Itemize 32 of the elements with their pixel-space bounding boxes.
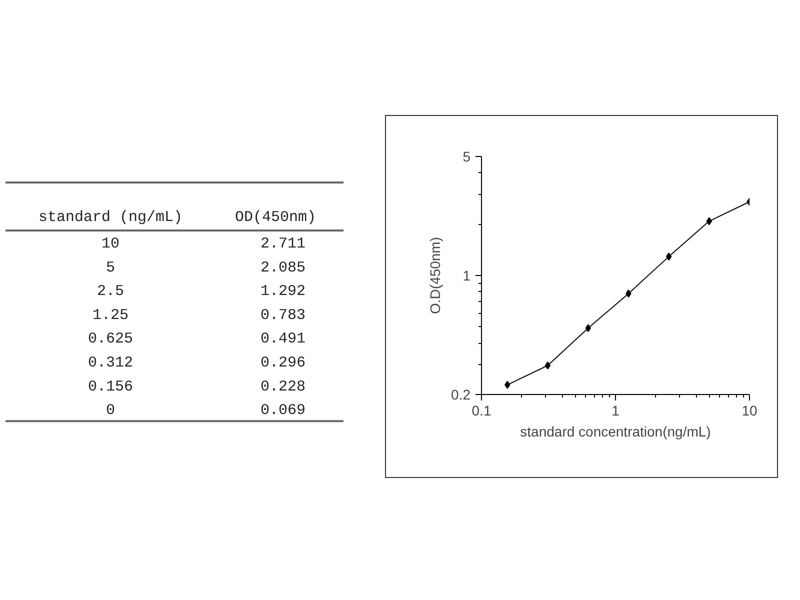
text: 1.25 bbox=[92, 306, 129, 324]
text: 2.5 bbox=[97, 283, 124, 300]
text: 0.783 bbox=[260, 306, 306, 324]
text: 2.711 bbox=[260, 236, 306, 252]
text: 10 bbox=[102, 236, 120, 252]
text: OD(450nm) bbox=[234, 209, 316, 226]
text: 0.625 bbox=[88, 330, 134, 348]
x-axis-title: standard concentration(ng/mL) bbox=[520, 424, 711, 440]
point bbox=[666, 252, 672, 261]
text: 2.085 bbox=[260, 259, 306, 276]
point bbox=[544, 362, 551, 370]
text: 1.292 bbox=[260, 283, 306, 300]
point bbox=[706, 217, 712, 226]
text: 0 bbox=[106, 402, 116, 420]
text: 5 bbox=[106, 259, 116, 276]
text: 0.228 bbox=[260, 378, 306, 396]
x-tick-label: 10 bbox=[742, 402, 758, 418]
y-tick-label: 0.2 bbox=[451, 386, 471, 402]
text: 0.296 bbox=[260, 354, 306, 372]
x-tick-label: 0.1 bbox=[472, 402, 492, 418]
text: 0.491 bbox=[260, 330, 306, 348]
text: 0.156 bbox=[88, 378, 134, 396]
y-axis-title: O.D(450nm) bbox=[427, 236, 444, 314]
text: 0.069 bbox=[260, 402, 306, 420]
point bbox=[626, 290, 632, 298]
y-tick-label: 5 bbox=[462, 148, 471, 164]
text: 0.312 bbox=[88, 354, 134, 372]
point bbox=[585, 324, 591, 332]
y-tick-label: 1 bbox=[462, 268, 471, 284]
point bbox=[504, 380, 510, 389]
text: standard (ng/mL) bbox=[38, 209, 183, 226]
x-tick-label: 1 bbox=[612, 402, 620, 418]
